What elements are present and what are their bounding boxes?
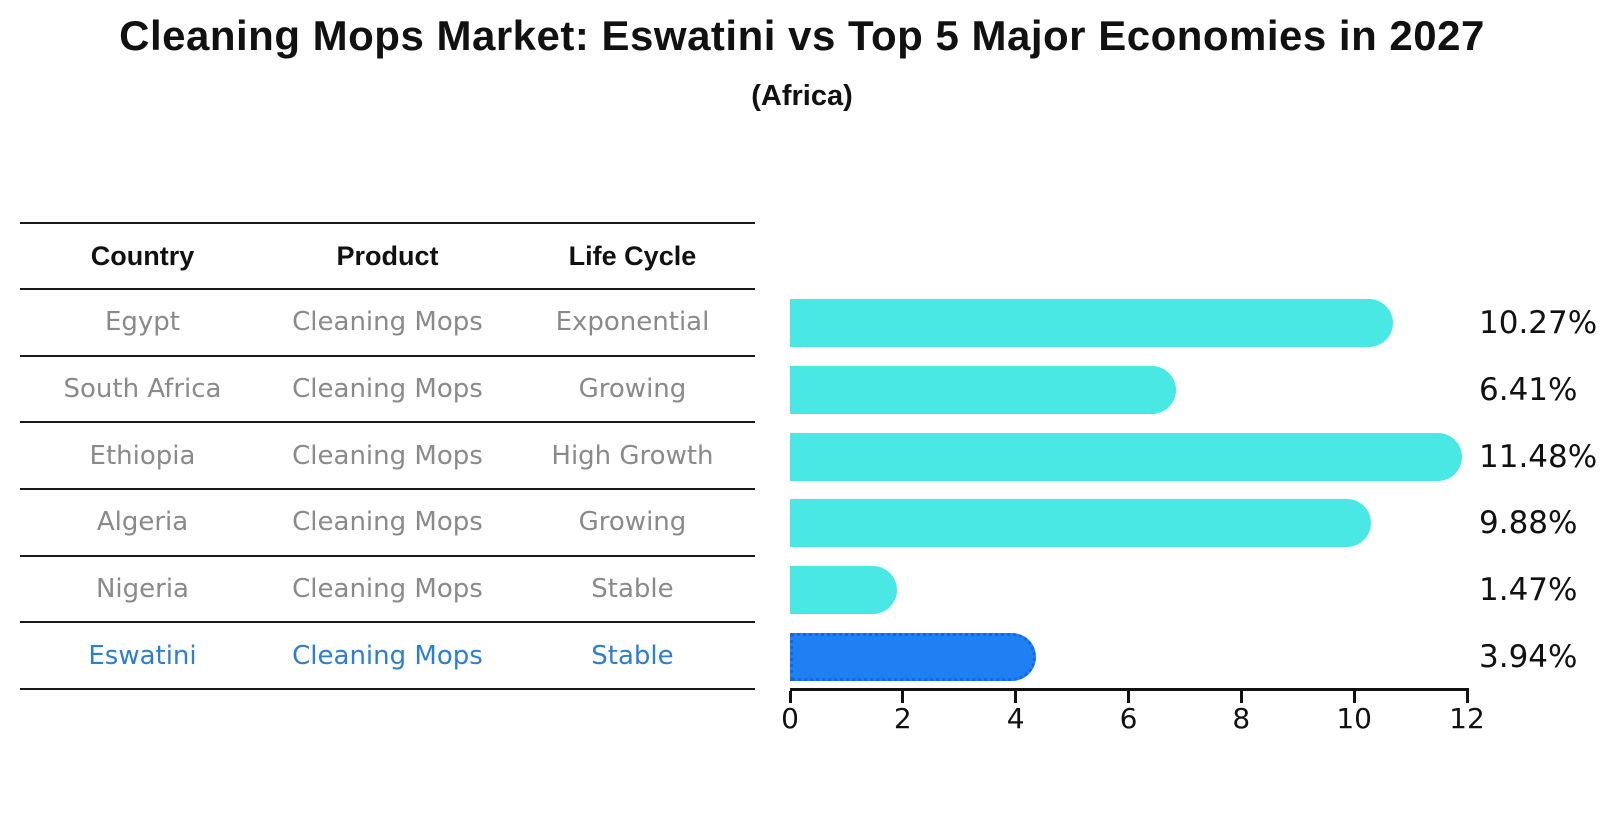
bar-row — [790, 357, 1467, 424]
bar-egypt — [790, 299, 1394, 348]
bar-row — [790, 557, 1467, 624]
cell-country: Eswatini — [88, 640, 197, 671]
table-row: Nigeria Cleaning Mops Stable — [20, 557, 755, 624]
x-axis-tick — [1352, 691, 1356, 703]
page-title: Cleaning Mops Market: Eswatini vs Top 5 … — [119, 12, 1485, 59]
x-axis-tick-label: 8 — [1232, 702, 1251, 735]
cell-lifecycle: High Growth — [551, 440, 714, 471]
cell-product: Cleaning Mops — [292, 307, 483, 338]
x-axis-tick — [1465, 691, 1469, 703]
cell-lifecycle: Exponential — [555, 307, 710, 338]
cell-country: Ethiopia — [89, 440, 196, 471]
x-axis-tick-label: 12 — [1449, 702, 1485, 735]
table-header-row: Country Product Life Cycle — [20, 222, 755, 290]
x-axis-tick — [1014, 691, 1018, 703]
col-header-lifecycle: Life Cycle — [568, 240, 697, 271]
bar-row — [790, 623, 1467, 690]
cell-product: Cleaning Mops — [292, 573, 483, 604]
value-label: 9.88% — [1479, 505, 1578, 542]
x-axis-tick — [1239, 691, 1243, 703]
table-row: Algeria Cleaning Mops Growing — [20, 490, 755, 557]
bar-algeria — [790, 499, 1372, 548]
cell-lifecycle: Growing — [578, 507, 687, 538]
cell-lifecycle: Growing — [578, 373, 687, 404]
x-axis-tick — [901, 691, 905, 703]
value-label: 1.47% — [1479, 571, 1578, 608]
value-label: 11.48% — [1479, 438, 1598, 475]
bar-row — [790, 490, 1467, 557]
bar-nigeria — [790, 565, 897, 614]
data-table: Country Product Life Cycle Egypt Cleaning… — [20, 222, 755, 690]
cell-country: Algeria — [96, 507, 189, 538]
value-label: 3.94% — [1479, 638, 1578, 675]
bar-chart — [790, 290, 1467, 690]
table-body: Egypt Cleaning Mops Exponential South Afric… — [20, 290, 755, 690]
col-header-product: Product — [336, 240, 439, 271]
value-label: 6.41% — [1479, 371, 1578, 408]
bar-south-africa — [790, 365, 1176, 414]
x-axis-tick-label: 4 — [1006, 702, 1025, 735]
table-row: Eswatini Cleaning Mops Stable — [20, 623, 755, 690]
cell-product: Cleaning Mops — [292, 440, 483, 471]
cell-country: Nigeria — [95, 573, 189, 604]
cell-lifecycle: Stable — [591, 573, 674, 604]
cell-lifecycle: Stable — [591, 640, 674, 671]
cell-product: Cleaning Mops — [292, 640, 483, 671]
col-header-country: Country — [90, 240, 195, 271]
x-axis-tick-label: 6 — [1119, 702, 1138, 735]
cell-country: South Africa — [63, 373, 222, 404]
bar-row — [790, 423, 1467, 490]
cell-product: Cleaning Mops — [292, 373, 483, 404]
table-row: Ethiopia Cleaning Mops High Growth — [20, 423, 755, 490]
x-axis — [790, 688, 1469, 691]
x-axis-tick-label: 0 — [781, 702, 799, 735]
x-axis-tick — [788, 691, 792, 703]
x-axis-tick — [1127, 691, 1130, 703]
bar-ethiopia — [790, 432, 1462, 481]
table-row: Egypt Cleaning Mops Exponential — [20, 290, 755, 357]
bar-row — [790, 290, 1467, 357]
table-row: South Africa Cleaning Mops Growing — [20, 357, 755, 424]
value-label: 10.27% — [1479, 305, 1598, 342]
bar-eswatini — [790, 632, 1037, 681]
cell-country: Egypt — [104, 307, 180, 338]
x-axis-tick-label: 10 — [1336, 702, 1372, 735]
x-axis-tick-label: 2 — [893, 702, 912, 735]
cell-product: Cleaning Mops — [292, 507, 483, 538]
page-subtitle: (Africa) — [751, 80, 853, 112]
